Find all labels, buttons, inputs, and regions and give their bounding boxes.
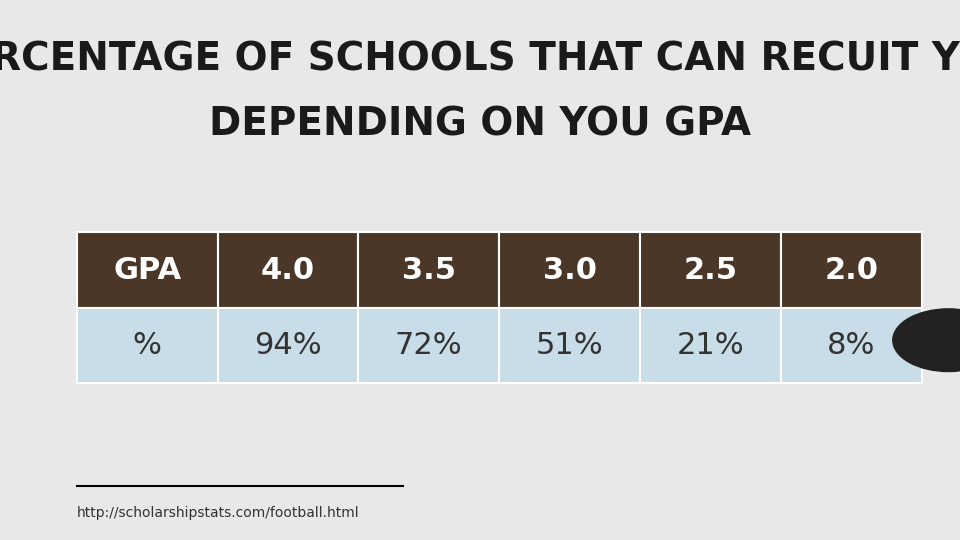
Bar: [780, 232, 922, 308]
Bar: [358, 232, 499, 308]
Text: 3.0: 3.0: [542, 255, 596, 285]
Bar: [640, 232, 780, 308]
Text: 2.5: 2.5: [684, 255, 737, 285]
Text: 4.0: 4.0: [261, 255, 315, 285]
Text: 2.0: 2.0: [825, 255, 878, 285]
Text: 51%: 51%: [536, 331, 604, 360]
Text: 72%: 72%: [395, 331, 463, 360]
Bar: [77, 308, 218, 383]
Text: 3.5: 3.5: [402, 255, 456, 285]
Bar: [780, 308, 922, 383]
Text: 21%: 21%: [677, 331, 744, 360]
Text: http://scholarshipstats.com/football.html: http://scholarshipstats.com/football.htm…: [77, 506, 359, 520]
Text: 94%: 94%: [254, 331, 322, 360]
Bar: [358, 308, 499, 383]
Bar: [640, 308, 780, 383]
Text: DEPENDING ON YOU GPA: DEPENDING ON YOU GPA: [209, 105, 751, 143]
Text: 8%: 8%: [827, 331, 876, 360]
Bar: [218, 232, 358, 308]
Text: PERCENTAGE OF SCHOOLS THAT CAN RECUIT YOU: PERCENTAGE OF SCHOOLS THAT CAN RECUIT YO…: [0, 40, 960, 78]
Bar: [499, 308, 640, 383]
Circle shape: [893, 309, 960, 372]
Bar: [218, 308, 358, 383]
Bar: [499, 232, 640, 308]
Text: GPA: GPA: [113, 255, 181, 285]
Bar: [77, 232, 218, 308]
Text: %: %: [132, 331, 161, 360]
